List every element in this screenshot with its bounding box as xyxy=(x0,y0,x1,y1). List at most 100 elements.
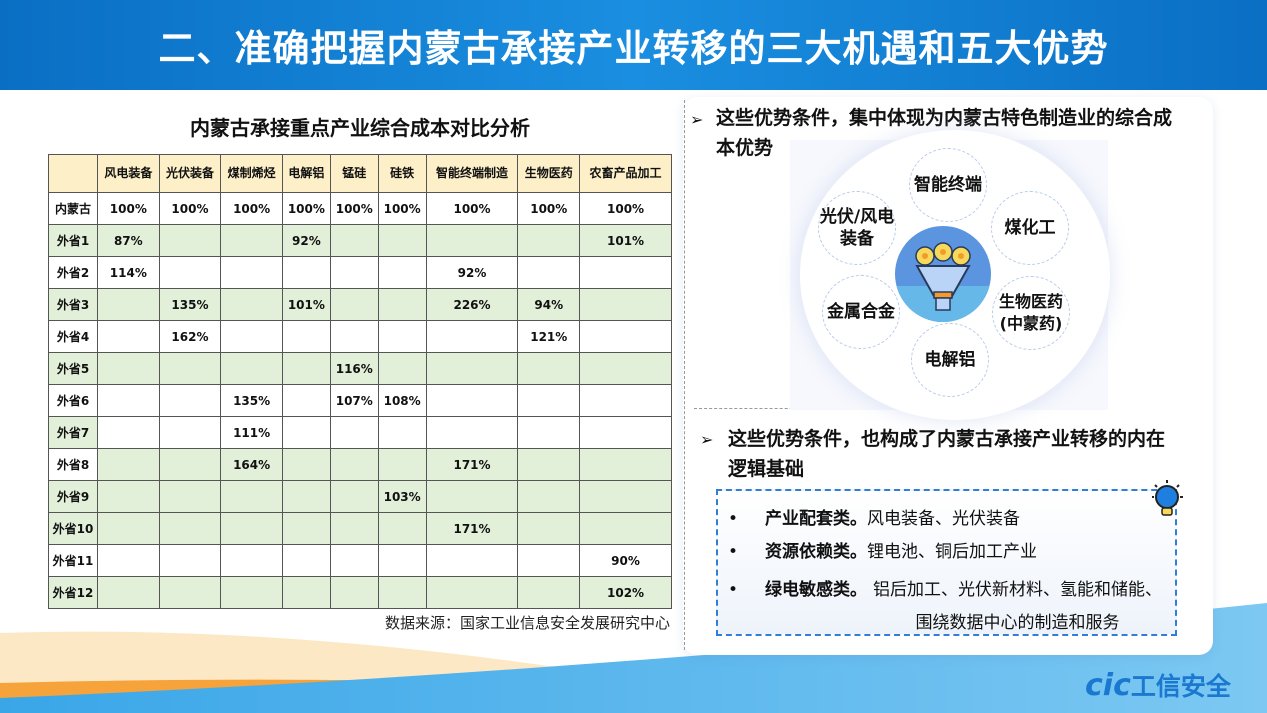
table-cell xyxy=(377,320,427,353)
table-row: 外省4 162% 121% xyxy=(48,320,672,353)
table-cell: 100% xyxy=(329,192,379,225)
table-cell xyxy=(425,576,519,609)
title-bar: 二、准确把握内蒙古承接产业转移的三大机遇和五大优势 xyxy=(0,0,1267,90)
row-label: 外省6 xyxy=(48,384,98,417)
table-cell xyxy=(377,288,427,321)
table-cell xyxy=(517,416,581,449)
node-label: 生物医药(中蒙药) xyxy=(998,292,1063,333)
table-cell xyxy=(425,544,519,577)
column-header xyxy=(48,154,98,193)
table-cell xyxy=(425,224,519,257)
heading-1: 这些优势条件，集中体现为内蒙古特色制造业的综合成本优势 xyxy=(716,107,1173,159)
bouquet-icon xyxy=(895,226,991,322)
table-row: 外省7 111% xyxy=(48,416,672,449)
table-cell xyxy=(97,448,160,481)
table-cell xyxy=(97,544,160,577)
table-cell xyxy=(158,256,222,289)
table-row: 外省12 102% xyxy=(48,576,672,609)
table-cell xyxy=(517,544,581,577)
column-header: 电解铝 xyxy=(281,154,331,193)
category-box xyxy=(716,489,1177,636)
table-cell xyxy=(517,384,581,417)
table-cell: 100% xyxy=(579,192,672,225)
row-label: 外省2 xyxy=(48,256,98,289)
table-cell xyxy=(377,224,427,257)
table-cell xyxy=(579,416,672,449)
column-header: 光伏装备 xyxy=(158,154,222,193)
table-cell: 103% xyxy=(377,480,427,513)
table-cell xyxy=(579,384,672,417)
table-cell: 121% xyxy=(517,320,581,353)
table-cell xyxy=(158,352,222,385)
list-item: • 绿电敏感类。 铝后加工、光伏新材料、氢能和储能、围绕数据中心的制造和服务 xyxy=(728,574,1168,640)
table-cell xyxy=(220,320,283,353)
node-label: 煤化工 xyxy=(1004,218,1056,238)
table-cell xyxy=(329,320,379,353)
list-item: • 资源依赖类。锂电池、铜后加工产业 xyxy=(728,542,1038,562)
table-row: 内蒙古 100% 100% 100% 100% 100% 100% 100% 100% 100% xyxy=(48,192,672,225)
table-cell: 87% xyxy=(97,224,160,257)
table-cell xyxy=(281,384,331,417)
table-cell xyxy=(220,352,283,385)
column-header: 农畜产品加工 xyxy=(579,154,672,193)
table-cell xyxy=(329,480,379,513)
table-cell: 92% xyxy=(281,224,331,257)
item-text: 锂电池、铜后加工产业 xyxy=(867,542,1038,562)
row-label: 外省5 xyxy=(48,352,98,385)
table-cell xyxy=(329,288,379,321)
table-row: 外省9 103% xyxy=(48,480,672,513)
list-item: • 产业配套类。风电装备、光伏装备 xyxy=(728,509,1021,529)
table-cell xyxy=(281,576,331,609)
table-cell: 102% xyxy=(579,576,672,609)
table-cell xyxy=(97,352,160,385)
table-cell xyxy=(579,448,672,481)
table-cell xyxy=(425,320,519,353)
table-cell xyxy=(158,544,222,577)
row-label: 外省9 xyxy=(48,480,98,513)
table-cell: 226% xyxy=(425,288,519,321)
table-cell xyxy=(377,352,427,385)
table-cell: 108% xyxy=(377,384,427,417)
divider xyxy=(684,100,685,650)
table-cell xyxy=(377,544,427,577)
table-cell xyxy=(281,512,331,545)
column-header: 风电装备 xyxy=(97,154,160,193)
table-cell xyxy=(329,576,379,609)
table-cell xyxy=(158,384,222,417)
table-cell: 100% xyxy=(220,192,283,225)
table-cell xyxy=(329,416,379,449)
table-cell xyxy=(220,224,283,257)
table-cell xyxy=(579,320,672,353)
item-category: 绿电敏感类。 xyxy=(765,580,868,600)
table-title: 内蒙古承接重点产业综合成本对比分析 xyxy=(190,116,530,140)
table-cell xyxy=(281,544,331,577)
table-cell xyxy=(329,512,379,545)
table-cell xyxy=(281,416,331,449)
column-header: 生物医药 xyxy=(517,154,581,193)
data-source: 数据来源：国家工业信息安全发展研究中心 xyxy=(384,614,670,632)
table-cell xyxy=(158,448,222,481)
item-category: 资源依赖类。 xyxy=(765,542,868,562)
row-label: 外省12 xyxy=(48,576,98,609)
table-cell xyxy=(377,448,427,481)
table-cell xyxy=(281,480,331,513)
column-header: 锰硅 xyxy=(329,154,379,193)
table-row: 外省10 171% xyxy=(48,512,672,545)
table-cell xyxy=(281,352,331,385)
table-row: 外省6 135% 107% 108% xyxy=(48,384,672,417)
row-label: 外省1 xyxy=(48,224,98,257)
cost-table: 风电装备 光伏装备 煤制烯烃 电解铝 锰硅 硅铁 智能终端制造 生物医药 农畜产品加工 内蒙古 10… xyxy=(48,154,672,609)
row-label: 外省3 xyxy=(48,288,98,321)
table-row: 外省8 164% 171% xyxy=(48,448,672,481)
table-cell xyxy=(579,512,672,545)
cic-logo: cic工信安全 xyxy=(1085,668,1231,703)
lightbulb-icon xyxy=(1152,480,1183,516)
node-label: 智能终端 xyxy=(914,175,982,195)
table-cell: 116% xyxy=(329,352,379,385)
table-cell xyxy=(377,512,427,545)
table-cell: 171% xyxy=(425,448,519,481)
table-cell xyxy=(579,480,672,513)
row-label: 内蒙古 xyxy=(48,192,98,225)
table-cell xyxy=(377,416,427,449)
table-cell xyxy=(425,480,519,513)
